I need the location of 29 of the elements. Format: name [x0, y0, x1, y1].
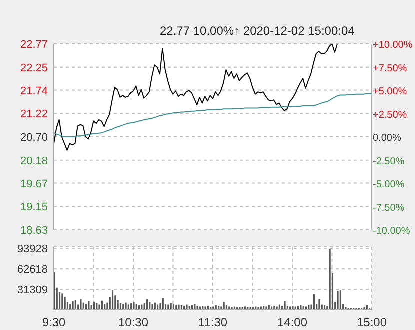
- y2-tick-label: +5.00%: [373, 86, 408, 98]
- chart-title: 22.77 10.00%↑ 2020-12-02 15:00:04: [160, 24, 355, 38]
- y-tick-label: 19.67: [20, 178, 48, 190]
- y-tick-label: 22.25: [20, 62, 48, 74]
- x-tick-label: 15:00: [356, 316, 388, 330]
- y2-tick-label: -10.00%: [373, 226, 410, 237]
- x-tick-label: 14:00: [277, 316, 308, 330]
- y-tick-label: 21.22: [20, 108, 48, 121]
- y-tick-label: 19.15: [20, 202, 48, 214]
- y-tick-label: 62618: [17, 264, 48, 276]
- x-tick-label: 11:30: [198, 316, 228, 330]
- y2-tick-label: +2.50%: [373, 110, 408, 121]
- y2-tick-label: +10.00%: [373, 40, 413, 51]
- y-tick-label: 22.77: [20, 39, 48, 51]
- y-tick-label: 93928: [17, 244, 48, 256]
- x-tick-label: 9:30: [42, 316, 66, 330]
- line-series: [54, 93, 372, 138]
- y-tick-label: 18.63: [20, 225, 48, 237]
- y2-tick-label: -2.50%: [373, 156, 405, 168]
- y-tick-label: 31309: [17, 284, 48, 296]
- y-tick-label: 21.74: [20, 85, 48, 98]
- line-series: [54, 44, 372, 151]
- y2-tick-label: +7.50%: [373, 63, 408, 74]
- y-tick-label: 20.18: [20, 155, 48, 168]
- y2-tick-label: 0.00%: [373, 133, 402, 144]
- y-tick-label: 20.70: [20, 132, 48, 144]
- y2-tick-label: -7.50%: [373, 202, 405, 214]
- x-tick-label: 10:30: [118, 316, 149, 330]
- y2-tick-label: -5.00%: [373, 180, 405, 190]
